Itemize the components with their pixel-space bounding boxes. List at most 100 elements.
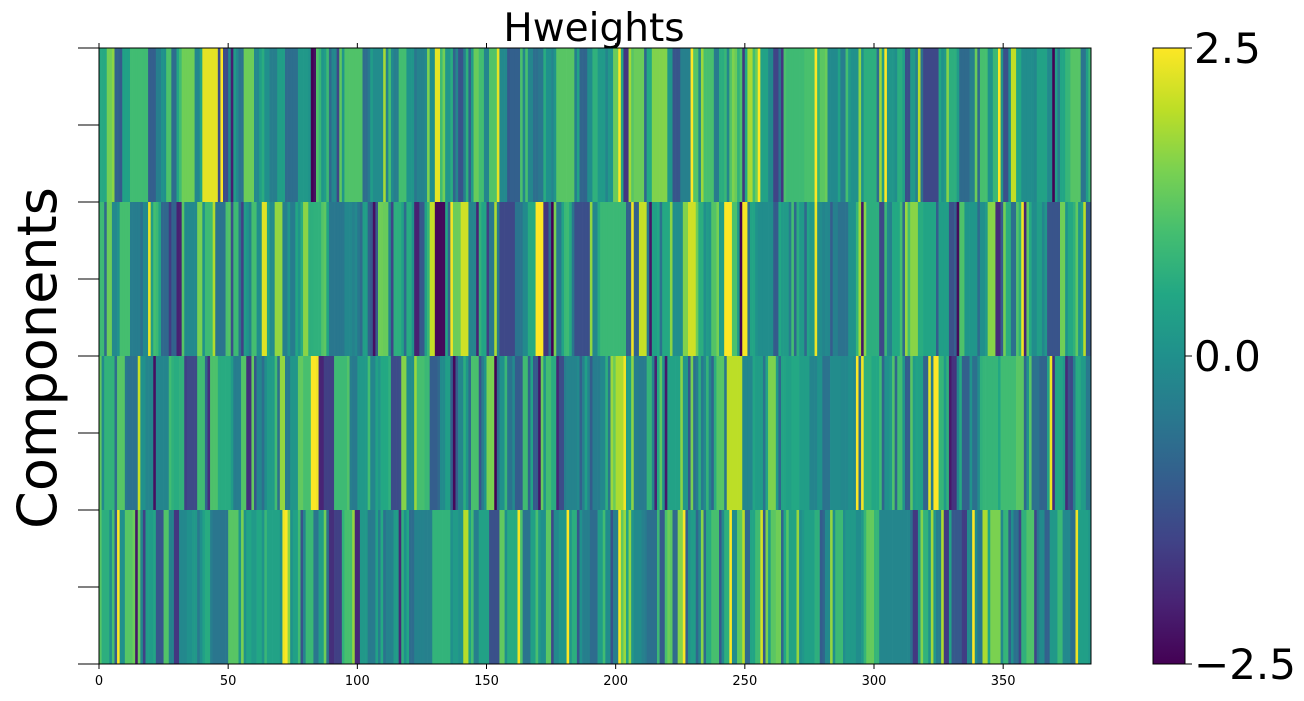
heatmap-cell [657, 48, 660, 202]
heatmap-cell [1044, 510, 1048, 664]
heatmap-cell [571, 202, 575, 356]
heatmap-cell [819, 356, 823, 510]
heatmap-cells [99, 48, 1092, 664]
heatmap-cell [566, 202, 570, 356]
heatmap-cell [225, 202, 229, 356]
heatmap-cell [1057, 48, 1061, 202]
heatmap-cell [295, 510, 299, 664]
heatmap-cell [747, 510, 751, 664]
heatmap-cell [514, 510, 518, 664]
heatmap-cell [388, 48, 392, 202]
heatmap-cell [832, 510, 836, 664]
heatmap-cell [744, 356, 748, 510]
heatmap-cell [272, 202, 276, 356]
heatmap-cell [917, 202, 921, 356]
heatmap-cell [969, 356, 973, 510]
heatmap-cell [1008, 356, 1012, 510]
heatmap-cell [765, 48, 769, 202]
heatmap-cell [199, 510, 203, 664]
heatmap-cell [579, 510, 583, 664]
heatmap-cell [574, 48, 578, 202]
heatmap-cell [1018, 356, 1022, 510]
heatmap-cell [948, 202, 952, 356]
heatmap-cell [109, 356, 113, 510]
heatmap-cell [943, 510, 947, 664]
heatmap-cell [372, 202, 376, 356]
heatmap-cell [1080, 48, 1084, 202]
heatmap-cell [685, 510, 689, 664]
heatmap-cell [778, 202, 782, 356]
heatmap-cell [845, 48, 849, 202]
heatmap-cell [765, 202, 769, 356]
heatmap-cell [556, 48, 560, 202]
heatmap-cell [773, 202, 777, 356]
heatmap-cell [597, 202, 601, 356]
heatmap-cell [429, 48, 433, 202]
heatmap-cell [1036, 202, 1040, 356]
heatmap-cell [261, 202, 265, 356]
heatmap-cell [605, 202, 609, 356]
heatmap-cell [760, 48, 764, 202]
heatmap-cell [323, 202, 327, 356]
heatmap-cell [750, 48, 753, 202]
heatmap-cell [238, 510, 242, 664]
heatmap-cell [279, 356, 283, 510]
heatmap-cell [251, 510, 255, 664]
heatmap-cell [344, 510, 348, 664]
heatmap-cell [1075, 510, 1079, 664]
heatmap-cell [786, 202, 790, 356]
heatmap-cell [775, 48, 779, 202]
heatmap-cell [662, 510, 666, 664]
heatmap-cell [248, 202, 252, 356]
heatmap-cell [933, 510, 937, 664]
heatmap-cell [853, 202, 857, 356]
heatmap-cell [403, 48, 407, 202]
heatmap-cell [109, 48, 113, 202]
heatmap-cell [719, 510, 722, 664]
heatmap-cell [101, 48, 105, 202]
heatmap-cell [347, 510, 350, 664]
heatmap-cell [757, 202, 761, 356]
heatmap-cell [770, 356, 774, 510]
heatmap-cell [595, 48, 598, 202]
heatmap-cell [132, 510, 136, 664]
heatmap-cell [210, 510, 214, 664]
heatmap-cell [677, 356, 681, 510]
heatmap-cell [930, 202, 934, 356]
heatmap-cell [1005, 202, 1009, 356]
heatmap-cell [266, 48, 270, 202]
heatmap-cell [148, 356, 152, 510]
heatmap-cell [579, 48, 583, 202]
heatmap-cell [290, 356, 294, 510]
heatmap-cell [150, 202, 154, 356]
heatmap-cell [721, 356, 725, 510]
heatmap-cell [437, 48, 441, 202]
heatmap-cell [114, 356, 118, 510]
heatmap-cell [233, 48, 237, 202]
heatmap-cell [181, 48, 185, 202]
heatmap-cell [892, 202, 896, 356]
heatmap-cell [881, 202, 885, 356]
heatmap-cell [682, 356, 686, 510]
heatmap-cell [1034, 510, 1038, 664]
heatmap-cell [491, 48, 495, 202]
heatmap-cell [507, 510, 511, 664]
heatmap-cell [592, 510, 596, 664]
heatmap-cell [773, 356, 777, 510]
heatmap-cell [132, 356, 136, 510]
heatmap-cell [297, 356, 301, 510]
heatmap-cell [1026, 48, 1030, 202]
chart-title: Hweights [503, 6, 684, 51]
heatmap-cell [827, 356, 831, 510]
heatmap-cell [561, 510, 565, 664]
heatmap-cell [734, 48, 738, 202]
heatmap-cell [781, 356, 784, 510]
heatmap-cell [814, 202, 818, 356]
heatmap-cell [613, 202, 617, 356]
heatmap-cell [969, 48, 973, 202]
heatmap-cell [770, 48, 774, 202]
heatmap-cell [675, 356, 679, 510]
heatmap-cell [804, 510, 808, 664]
heatmap-cell [876, 48, 880, 202]
heatmap-cell [375, 510, 379, 664]
